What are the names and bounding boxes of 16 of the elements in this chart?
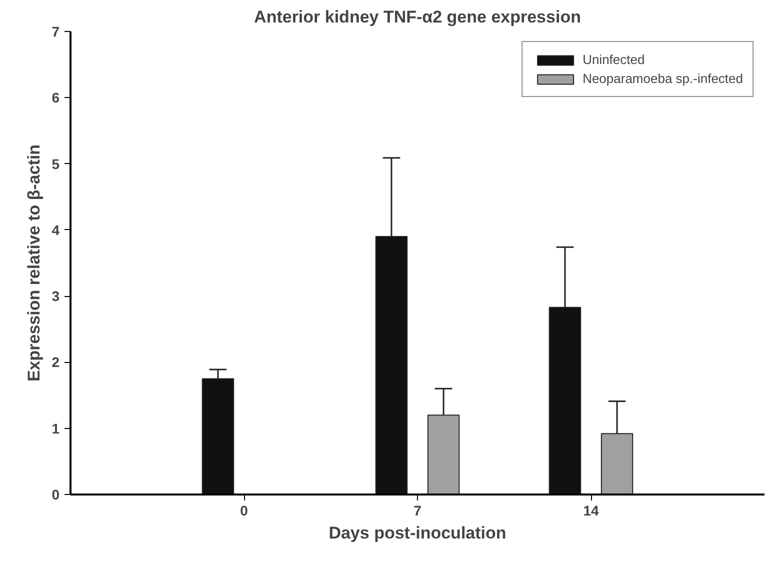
x-axis-title: Days post-inoculation	[328, 524, 506, 542]
y-tick-label: 4	[52, 222, 60, 238]
y-tick-label: 0	[52, 486, 60, 502]
x-tick-label: 14	[583, 502, 599, 518]
legend-label: Neoparamoeba sp.-infected	[582, 71, 743, 86]
y-tick-label: 1	[52, 420, 60, 436]
y-tick-label: 2	[52, 354, 60, 370]
chart-title: Anterior kidney TNF-α2 gene expression	[254, 8, 581, 26]
y-tick-label: 3	[52, 288, 60, 304]
y-tick-label: 5	[52, 156, 60, 172]
x-tick-label: 7	[414, 502, 422, 518]
legend-label: Uninfected	[582, 52, 645, 67]
y-axis-title: Expression relative to β-actin	[24, 144, 44, 382]
y-tick-label: 6	[52, 90, 60, 106]
x-tick-label: 0	[240, 502, 248, 518]
y-tick-label: 7	[52, 24, 60, 40]
